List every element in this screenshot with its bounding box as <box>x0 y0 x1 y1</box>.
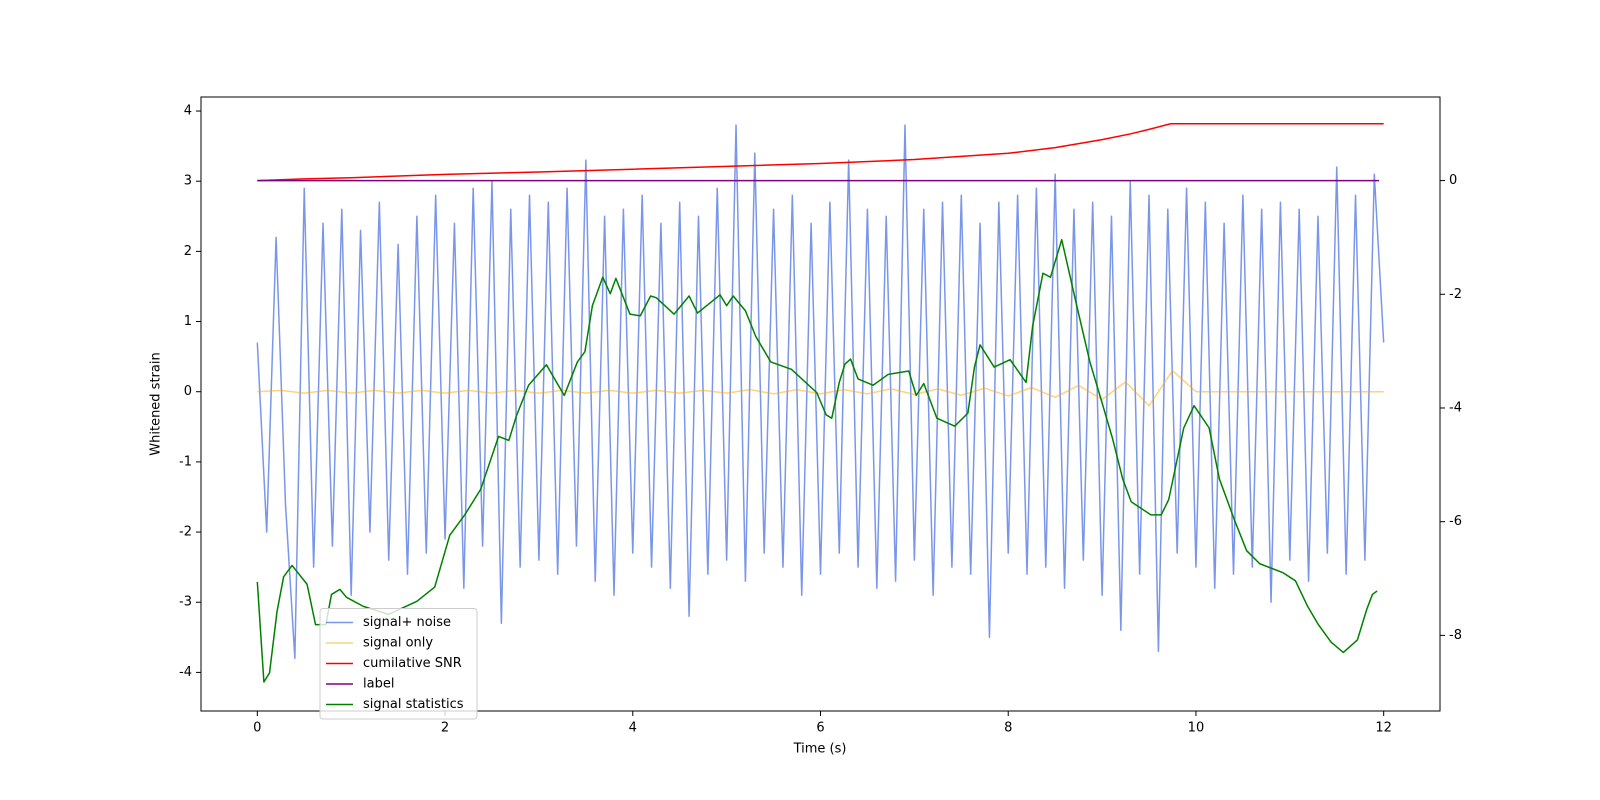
y2-tick-label: -8 <box>1449 628 1462 643</box>
x-tick-label: 0 <box>253 721 261 736</box>
x-axis-label: Time (s) <box>793 742 847 757</box>
x-tick-label: 2 <box>441 721 449 736</box>
x-tick-label: 6 <box>816 721 824 736</box>
y-tick-label: 1 <box>184 314 192 329</box>
legend-label: signal statistics <box>363 697 464 712</box>
x-tick-label: 8 <box>1004 721 1012 736</box>
legend-label: label <box>363 677 394 692</box>
y2-tick-label: -6 <box>1449 514 1462 529</box>
x-tick-label: 4 <box>629 721 637 736</box>
y-tick-label: 2 <box>184 244 192 259</box>
plot-area <box>256 122 1385 683</box>
x-tick-label: 12 <box>1375 721 1392 736</box>
y-tick-label: 0 <box>184 384 192 399</box>
series-line <box>256 124 1385 660</box>
y2-tick-label: -4 <box>1449 400 1462 415</box>
y-tick-label: -3 <box>179 595 192 610</box>
series-line <box>257 369 1384 407</box>
axes-frame <box>200 96 1441 712</box>
y-axis-label: Whitened strain <box>149 352 164 455</box>
legend-box <box>319 608 478 720</box>
series-line <box>257 122 1384 182</box>
legend-label: cumilative SNR <box>363 656 462 671</box>
y-tick-label: 3 <box>184 174 192 189</box>
y2-tick-label: -2 <box>1449 287 1462 302</box>
y-tick-label: 4 <box>184 104 192 119</box>
legend: signal+ noise signal only cumilative SNR la… <box>319 608 478 720</box>
x-tick-label: 10 <box>1188 721 1205 736</box>
y-tick-label: -2 <box>179 525 192 540</box>
series-line <box>256 238 1378 683</box>
legend-label: signal only <box>363 636 433 651</box>
y2-tick-label: 0 <box>1449 173 1457 188</box>
y-tick-label: -4 <box>179 665 192 680</box>
legend-label: signal+ noise <box>363 615 451 630</box>
y-tick-label: -1 <box>179 454 192 469</box>
